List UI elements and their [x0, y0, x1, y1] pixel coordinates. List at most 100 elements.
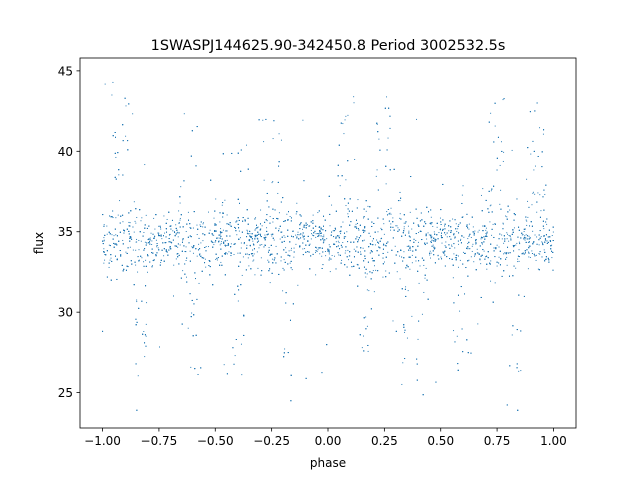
data-point	[240, 170, 242, 172]
data-point	[354, 226, 356, 228]
data-point	[376, 239, 378, 241]
data-point	[180, 214, 182, 216]
data-point	[431, 222, 433, 224]
data-point	[511, 149, 513, 151]
data-point	[112, 210, 114, 212]
data-point	[261, 225, 263, 227]
data-point	[479, 245, 481, 247]
data-point	[439, 228, 441, 230]
data-point	[243, 334, 245, 336]
data-point	[441, 242, 443, 244]
data-point	[485, 227, 487, 229]
data-point	[401, 288, 403, 290]
data-point	[489, 205, 491, 207]
data-point	[260, 234, 261, 236]
data-point	[268, 261, 270, 263]
data-point	[256, 227, 258, 229]
data-point	[468, 234, 470, 236]
data-point	[145, 265, 147, 267]
data-point	[498, 238, 500, 240]
data-point	[155, 239, 157, 241]
data-point	[544, 193, 546, 195]
data-point	[315, 252, 317, 254]
data-point	[255, 234, 257, 236]
data-point	[421, 257, 423, 259]
data-point	[303, 226, 305, 228]
data-point	[259, 229, 261, 231]
data-point	[196, 298, 198, 300]
data-point	[112, 238, 114, 240]
data-point	[300, 222, 302, 224]
data-point	[360, 247, 362, 249]
data-point	[408, 230, 410, 232]
data-point	[235, 221, 237, 223]
data-point	[179, 219, 181, 221]
data-point	[276, 253, 278, 255]
data-point	[539, 230, 541, 232]
data-point	[161, 238, 163, 240]
data-point	[415, 256, 417, 258]
data-point	[200, 255, 202, 257]
data-point	[153, 237, 155, 239]
data-point	[528, 206, 530, 208]
data-point	[475, 269, 477, 271]
data-point	[179, 244, 181, 246]
data-point	[464, 252, 466, 254]
data-point	[418, 282, 420, 284]
data-point	[236, 220, 238, 222]
data-point	[509, 235, 511, 237]
data-point	[399, 213, 401, 215]
data-point	[114, 255, 116, 257]
data-point	[527, 216, 529, 218]
data-point	[159, 227, 161, 229]
data-point	[127, 149, 129, 151]
data-point	[278, 133, 280, 135]
data-point	[226, 214, 228, 216]
data-point	[392, 217, 394, 219]
data-point	[440, 224, 442, 225]
data-point	[430, 241, 432, 243]
data-point	[256, 241, 258, 243]
data-point	[380, 238, 382, 240]
data-point	[551, 244, 553, 246]
data-point	[401, 256, 403, 258]
data-point	[313, 235, 315, 237]
data-point	[485, 199, 487, 201]
data-point	[345, 250, 347, 252]
data-point	[126, 228, 128, 230]
data-point	[399, 278, 401, 280]
data-point	[552, 231, 554, 233]
data-point	[235, 230, 237, 232]
data-point	[353, 256, 355, 258]
data-point	[265, 236, 267, 238]
data-point	[235, 227, 237, 229]
data-point	[303, 224, 305, 226]
data-point	[433, 248, 435, 250]
data-point	[453, 243, 455, 245]
data-point	[518, 229, 520, 231]
data-point	[196, 255, 198, 257]
data-point	[551, 235, 553, 237]
data-point	[538, 234, 540, 236]
data-point	[466, 247, 467, 249]
data-point	[493, 247, 495, 249]
data-point	[163, 215, 165, 217]
data-point	[325, 230, 327, 232]
data-point	[535, 259, 537, 261]
data-point	[152, 252, 154, 254]
data-point	[363, 231, 365, 233]
data-point	[240, 242, 242, 244]
data-point	[266, 234, 268, 236]
data-point	[545, 184, 547, 186]
data-point	[460, 238, 462, 240]
data-point	[176, 232, 178, 234]
data-point	[459, 239, 461, 241]
data-point	[395, 225, 397, 227]
data-point	[129, 225, 131, 227]
data-point	[145, 214, 147, 216]
data-point	[219, 244, 221, 246]
data-point	[108, 244, 110, 246]
data-point	[302, 236, 304, 238]
data-point	[385, 270, 387, 272]
data-point	[200, 221, 202, 223]
